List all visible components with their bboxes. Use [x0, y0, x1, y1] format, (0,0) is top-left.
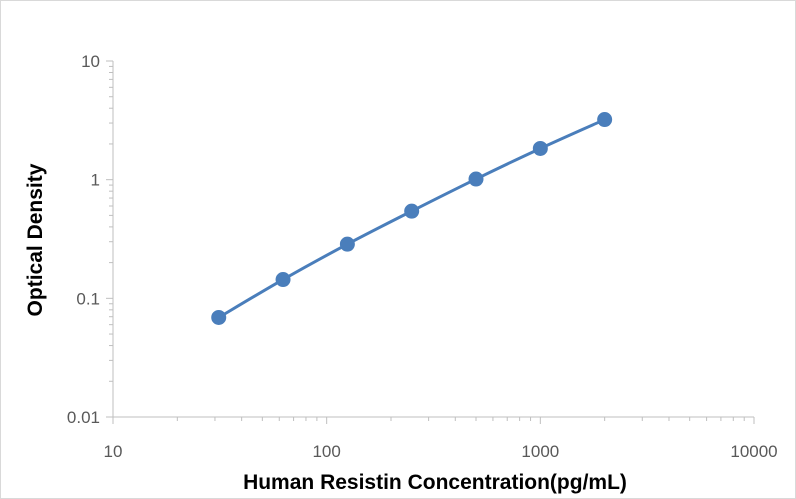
- data-point: [275, 272, 291, 288]
- series-layer: [211, 112, 613, 325]
- x-axis-title: Human Resistin Concentration(pg/mL): [243, 471, 627, 494]
- x-tick-label: 100: [312, 442, 340, 461]
- ticks-layer: [106, 60, 755, 424]
- y-tick-label: 0.1: [76, 289, 100, 308]
- y-tick-label: 1: [91, 171, 100, 190]
- data-point: [468, 171, 484, 187]
- x-tick-label: 10000: [730, 442, 777, 461]
- axes-layer: [112, 61, 754, 418]
- x-tick-label: 1000: [521, 442, 559, 461]
- data-point: [404, 203, 420, 219]
- y-tick-label: 0.01: [67, 408, 100, 427]
- data-point: [339, 236, 355, 252]
- x-tick-label: 10: [104, 442, 123, 461]
- tick-labels-layer: 10 100 1000 10000 0.01 0.1 1 10: [67, 52, 778, 461]
- y-axis-title: Optical Density: [24, 163, 47, 316]
- data-point: [211, 309, 227, 325]
- data-point: [532, 140, 548, 156]
- y-tick-label: 10: [81, 52, 100, 71]
- data-point: [597, 112, 613, 128]
